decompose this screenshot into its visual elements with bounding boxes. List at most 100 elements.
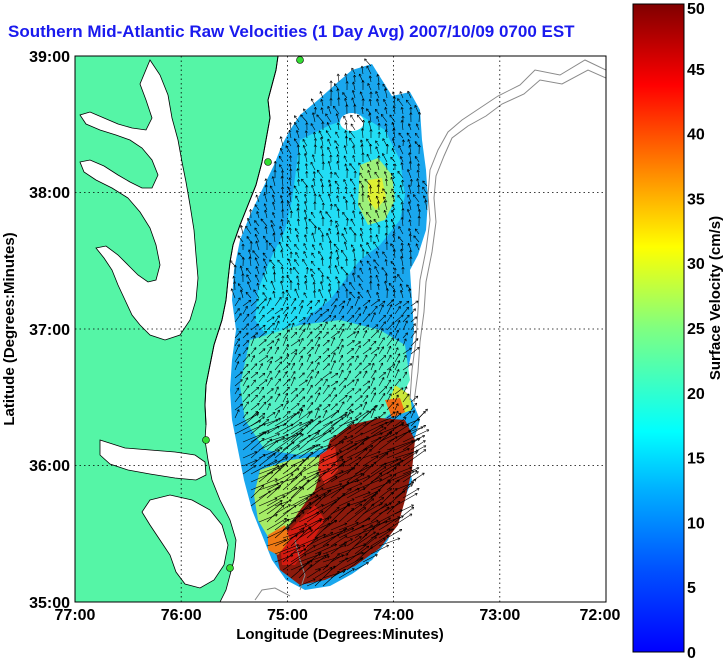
velocity-arrow-head	[259, 420, 261, 423]
velocity-arrow-head	[353, 232, 356, 236]
velocity-arrow	[253, 289, 260, 299]
velocity-arrow	[378, 386, 388, 395]
velocity-arrow-head	[254, 363, 257, 365]
velocity-arrow-head	[312, 244, 315, 247]
velocity-arrow-head	[370, 143, 373, 147]
velocity-arrow-head	[398, 132, 402, 135]
colorbar-tick-label: 35	[687, 191, 705, 208]
velocity-arrow-head	[232, 275, 234, 279]
velocity-arrow-head	[409, 152, 412, 155]
velocity-arrow-head	[353, 155, 356, 158]
velocity-arrow	[370, 353, 377, 363]
velocity-arrow-head	[376, 195, 379, 198]
velocity-arrow-head	[264, 184, 267, 188]
velocity-arrow	[242, 412, 259, 427]
velocity-arrow-head	[310, 361, 314, 363]
velocity-arrow	[255, 257, 260, 267]
x-tick-label: 72:00	[580, 607, 621, 624]
velocity-arrow	[378, 201, 380, 211]
velocity-arrow-head	[257, 282, 260, 286]
velocity-arrow	[301, 178, 308, 187]
velocity-arrow-head	[352, 272, 354, 276]
velocity-arrow	[234, 403, 243, 411]
velocity-arrow	[305, 130, 308, 139]
velocity-arrow	[266, 316, 275, 323]
velocity-arrow	[410, 330, 417, 339]
velocity-arrow-head	[302, 530, 305, 534]
velocity-arrow	[281, 200, 284, 211]
velocity-arrow	[385, 259, 388, 267]
velocity-arrow	[274, 504, 291, 515]
velocity-arrow-head	[332, 337, 335, 340]
velocity-arrow	[346, 410, 369, 427]
plot-frame	[74, 55, 607, 603]
velocity-arrow	[242, 459, 258, 467]
velocity-arrow	[330, 304, 337, 315]
velocity-arrow-head	[401, 217, 404, 220]
velocity-arrow	[415, 133, 420, 139]
velocity-arrow	[330, 443, 357, 459]
velocity-arrow-head	[271, 280, 274, 283]
velocity-arrow-head	[257, 412, 259, 415]
velocity-arrow	[262, 272, 268, 283]
velocity-arrow	[325, 211, 332, 219]
velocity-arrow-head	[397, 500, 401, 503]
velocity-arrow-head	[407, 169, 410, 172]
velocity-arrow	[314, 336, 321, 347]
velocity-arrow	[266, 360, 272, 371]
velocity-arrow-head	[320, 99, 322, 102]
velocity-arrow-head	[321, 153, 324, 157]
velocity-arrow	[252, 250, 260, 259]
velocity-arrow-head	[271, 471, 274, 475]
velocity-arrow	[266, 505, 285, 523]
velocity-arrow-head	[355, 355, 359, 358]
velocity-arrow	[385, 123, 388, 131]
velocity-arrow-head	[302, 346, 306, 349]
velocity-arrow-head	[287, 527, 290, 530]
velocity-arrow-head	[410, 363, 413, 367]
velocity-arrow-head	[297, 394, 299, 398]
velocity-arrow	[306, 339, 313, 347]
velocity-arrow	[394, 329, 399, 339]
velocity-arrow-head	[367, 324, 370, 328]
velocity-arrow-head	[384, 538, 386, 541]
velocity-arrow	[327, 138, 332, 147]
velocity-arrow	[290, 424, 309, 443]
velocity-arrow-head	[371, 362, 375, 365]
velocity-arrow	[337, 88, 340, 99]
velocity-arrow-head	[408, 161, 411, 164]
velocity-arrow-head	[343, 241, 345, 245]
velocity-arrow-head	[272, 249, 274, 252]
velocity-arrow-head	[248, 256, 250, 260]
velocity-arrow-head	[369, 227, 371, 231]
velocity-arrow	[273, 249, 276, 259]
velocity-arrow-head	[389, 332, 392, 334]
velocity-arrow	[402, 467, 420, 475]
velocity-arrow-head	[361, 65, 364, 69]
velocity-arrow-head	[355, 443, 358, 446]
velocity-arrow	[290, 523, 307, 531]
velocity-arrow-head	[349, 137, 352, 140]
velocity-arrow-head	[348, 363, 352, 365]
velocity-arrow	[327, 122, 332, 131]
velocity-arrow-head	[352, 422, 355, 425]
velocity-arrow	[367, 163, 372, 171]
velocity-arrow-head	[413, 330, 417, 333]
velocity-arrow	[290, 316, 298, 323]
velocity-arrow-head	[344, 460, 346, 464]
velocity-arrow-head	[373, 241, 376, 244]
velocity-arrow-head	[372, 312, 376, 315]
velocity-arrow	[282, 336, 288, 347]
velocity-arrow-head	[253, 347, 257, 349]
radar-station	[202, 436, 210, 444]
velocity-arrow	[373, 241, 380, 251]
velocity-arrow-head	[349, 426, 352, 430]
velocity-arrow	[402, 371, 407, 379]
velocity-arrow-head	[401, 256, 404, 259]
velocity-arrow-head	[288, 386, 290, 390]
velocity-arrow-head	[400, 283, 403, 286]
velocity-arrow-head	[240, 265, 243, 268]
velocity-arrow-head	[384, 372, 386, 375]
y-tick-label: 39:00	[29, 49, 70, 66]
velocity-arrow	[266, 434, 289, 443]
